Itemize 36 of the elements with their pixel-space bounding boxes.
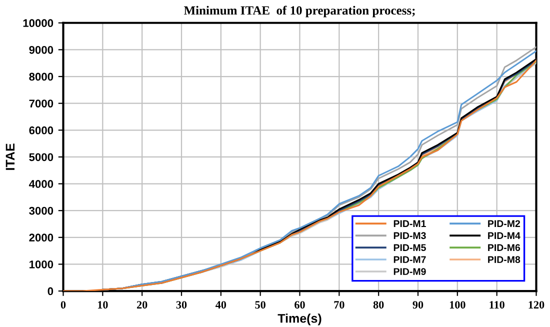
legend-label: PID-M9 <box>394 268 426 275</box>
x-tick-label: 100 <box>450 301 466 309</box>
x-tick-label: 70 <box>334 301 344 309</box>
x-tick-label: 90 <box>412 301 424 309</box>
legend-label: PID-M4 <box>488 232 520 239</box>
x-tick-label: 120 <box>528 301 544 309</box>
y-tick-label: 8000 <box>29 72 54 81</box>
y-tick-label: 10000 <box>23 19 54 28</box>
y-tick-label: 6000 <box>29 126 54 134</box>
x-tick-label: 60 <box>294 301 305 309</box>
legend-label: PID-M3 <box>394 232 426 240</box>
y-tick-label: 0 <box>48 287 54 296</box>
x-tick-label: 80 <box>373 301 384 309</box>
y-tick-label: 1000 <box>30 260 54 268</box>
chart-title: Minimum ITAE of 10 preparation process; <box>184 6 415 18</box>
x-tick-label: 110 <box>490 301 504 309</box>
y-tick-label: 9000 <box>29 46 54 54</box>
y-axis-title: ITAE <box>6 144 14 170</box>
x-tick-label: 30 <box>176 301 187 309</box>
x-tick-label: 40 <box>216 301 226 309</box>
y-tick-label: 5000 <box>29 153 54 162</box>
legend-label: PID-M5 <box>394 244 426 252</box>
legend-label: PID-M6 <box>488 244 520 252</box>
x-axis-title: Time(s) <box>278 314 322 326</box>
y-tick-label: 2000 <box>29 234 54 242</box>
x-tick-label: 50 <box>255 301 266 309</box>
legend-label: PID-M7 <box>394 256 426 263</box>
legend-label: PID-M1 <box>394 220 426 227</box>
x-tick-label: 0 <box>60 301 66 309</box>
legend-label: PID-M8 <box>488 256 520 264</box>
y-tick-label: 4000 <box>28 180 54 188</box>
x-tick-label: 20 <box>136 301 148 309</box>
y-tick-label: 3000 <box>29 206 54 215</box>
x-tick-label: 10 <box>98 301 108 309</box>
y-tick-label: 7000 <box>29 100 54 108</box>
legend-label: PID-M2 <box>488 220 520 227</box>
